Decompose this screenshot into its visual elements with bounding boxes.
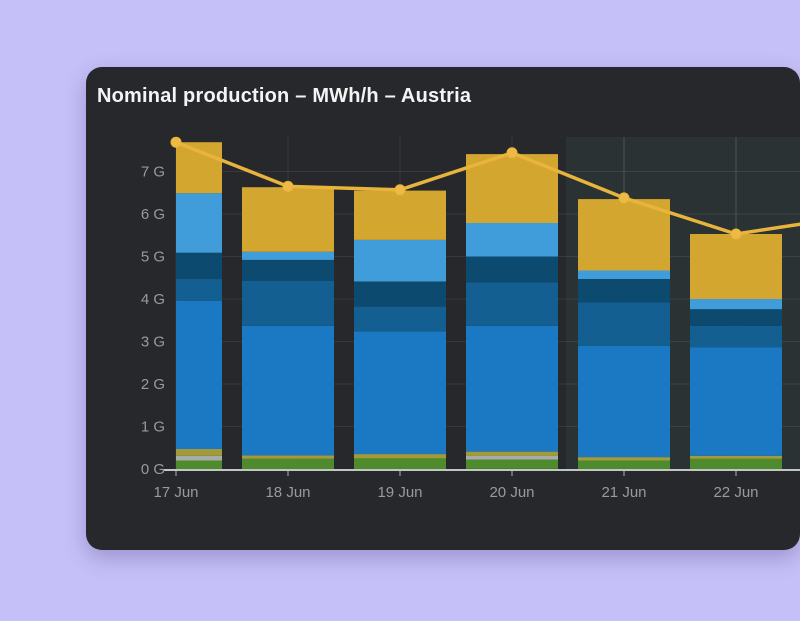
- production-chart: 0 G 1 G 2 G 3 G 4 G 5 G 6 G 7 G 17 Jun 18 Jun 19 J…: [141, 136, 800, 501]
- bar-segment-blue-dark-20-jun[interactable]: [466, 256, 558, 283]
- x-axis-label: 19 Jun: [377, 484, 422, 501]
- y-axis-label: 1 G: [141, 419, 165, 436]
- bar-segment-green-21-jun[interactable]: [578, 460, 670, 470]
- bar-segment-green-17-jun[interactable]: [176, 460, 222, 470]
- bar-segment-blue-mid-19-jun[interactable]: [354, 306, 446, 332]
- bar-segment-blue-18-jun[interactable]: [242, 325, 334, 456]
- y-axis-label: 7 G: [141, 164, 165, 181]
- bar-segment-gray-20-jun[interactable]: [466, 455, 558, 460]
- bar-segment-blue-mid-22-jun[interactable]: [690, 325, 782, 348]
- bar-segment-olive-18-jun[interactable]: [242, 455, 334, 459]
- chart-card: 0 G 1 G 2 G 3 G 4 G 5 G 6 G 7 G 17 Jun 18 Jun 19 J…: [86, 67, 800, 550]
- y-axis-label: 3 G: [141, 334, 165, 351]
- bar-segment-blue-mid-17-jun[interactable]: [176, 279, 222, 301]
- bar-segment-gold-22-jun[interactable]: [690, 234, 782, 299]
- bar-segment-blue-22-jun[interactable]: [690, 347, 782, 456]
- bar-segment-blue-20-jun[interactable]: [466, 325, 558, 452]
- x-axis-label: 21 Jun: [601, 484, 646, 501]
- x-axis-label: 22 Jun: [713, 484, 758, 501]
- bar-segment-blue-17-jun[interactable]: [176, 300, 222, 449]
- bar-segment-blue-dark-17-jun[interactable]: [176, 252, 222, 280]
- bar-segment-blue-mid-21-jun[interactable]: [578, 302, 670, 346]
- y-axis-label: 4 G: [141, 291, 165, 308]
- bar-segment-blue-dark-18-jun[interactable]: [242, 259, 334, 281]
- bar-segment-blue-19-jun[interactable]: [354, 331, 446, 455]
- y-axis-label: 5 G: [141, 249, 165, 266]
- line-point-19-jun[interactable]: [394, 184, 406, 196]
- bar-segment-blue-light-18-jun[interactable]: [242, 251, 334, 260]
- bar-segment-blue-dark-19-jun[interactable]: [354, 281, 446, 307]
- bar-segment-blue-dark-22-jun[interactable]: [690, 309, 782, 326]
- bar-segment-blue-mid-20-jun[interactable]: [466, 282, 558, 326]
- bar-segment-blue-dark-21-jun[interactable]: [578, 279, 670, 303]
- bar-segment-olive-20-jun[interactable]: [466, 451, 558, 456]
- chart-title: Nominal production – MWh/h – Austria: [97, 85, 472, 107]
- x-axis-label: 17 Jun: [153, 484, 198, 501]
- y-axis-label: 2 G: [141, 376, 165, 393]
- bar-segment-gold-18-jun[interactable]: [242, 187, 334, 252]
- bar-segment-blue-light-17-jun[interactable]: [176, 193, 222, 253]
- bar-segment-gold-21-jun[interactable]: [578, 199, 670, 271]
- line-point-18-jun[interactable]: [282, 180, 294, 192]
- bar-segment-green-22-jun[interactable]: [690, 458, 782, 469]
- bar-segment-blue-light-21-jun[interactable]: [578, 270, 670, 280]
- line-point-22-jun[interactable]: [730, 228, 742, 240]
- bar-segment-blue-light-19-jun[interactable]: [354, 239, 446, 282]
- line-point-21-jun[interactable]: [618, 192, 630, 204]
- bar-segment-green-20-jun[interactable]: [466, 459, 558, 469]
- line-point-17-jun[interactable]: [170, 136, 182, 148]
- bar-segment-blue-light-20-jun[interactable]: [466, 222, 558, 257]
- bar-segment-olive-21-jun[interactable]: [578, 457, 670, 461]
- line-point-20-jun[interactable]: [506, 147, 518, 159]
- bar-segment-olive-17-jun[interactable]: [176, 449, 222, 456]
- y-axis-label: 0 G: [141, 461, 165, 478]
- y-axis-label: 6 G: [141, 206, 165, 223]
- bar-segment-blue-mid-18-jun[interactable]: [242, 280, 334, 326]
- bar-segment-gold-19-jun[interactable]: [354, 190, 446, 240]
- bar-segment-green-18-jun[interactable]: [242, 458, 334, 469]
- x-axis-label: 20 Jun: [489, 484, 534, 501]
- x-axis-label: 18 Jun: [265, 484, 310, 501]
- bar-segment-blue-21-jun[interactable]: [578, 345, 670, 458]
- bar-segment-blue-light-22-jun[interactable]: [690, 299, 782, 310]
- bar-segment-olive-22-jun[interactable]: [690, 455, 782, 459]
- bar-segment-green-19-jun[interactable]: [354, 458, 446, 469]
- bar-segment-olive-19-jun[interactable]: [354, 454, 446, 459]
- bar-segment-gray-17-jun[interactable]: [176, 455, 222, 461]
